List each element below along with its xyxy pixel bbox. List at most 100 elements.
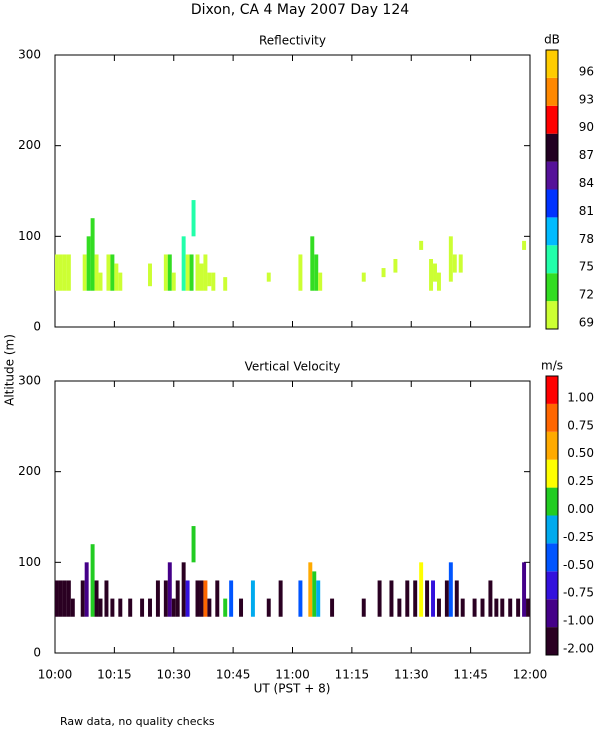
echo-cell bbox=[70, 598, 75, 617]
echo-cell bbox=[90, 218, 95, 291]
echo-cell bbox=[195, 580, 200, 617]
echo-cell bbox=[84, 562, 89, 617]
echo-cell bbox=[203, 254, 208, 291]
colorbar-box bbox=[546, 571, 558, 600]
echo-cell bbox=[90, 544, 95, 617]
echo-cell bbox=[185, 254, 190, 291]
colorbar-box bbox=[546, 133, 558, 162]
colorbar-box bbox=[546, 217, 558, 246]
colorbar-label: dB bbox=[544, 33, 560, 47]
echo-cell bbox=[460, 598, 465, 617]
x-tick-label: 10:15 bbox=[97, 668, 132, 682]
colorbar-tick-label: 0.50 bbox=[567, 446, 594, 460]
colorbar-frame bbox=[545, 375, 559, 656]
colorbar-box bbox=[546, 301, 558, 329]
echo-cell bbox=[361, 598, 366, 617]
echo-cell bbox=[436, 272, 441, 291]
colorbar-box bbox=[546, 543, 558, 572]
echo-cell bbox=[444, 580, 449, 617]
colorbar-label: m/s bbox=[541, 359, 563, 373]
y-tick-label: 300 bbox=[18, 48, 41, 62]
colorbar-tick-label: 1.00 bbox=[567, 390, 594, 404]
echo-cell bbox=[207, 272, 212, 287]
colorbar-frame bbox=[545, 49, 559, 330]
echo-cell bbox=[55, 580, 59, 617]
echo-cell bbox=[454, 580, 459, 617]
echo-cell bbox=[203, 580, 208, 617]
echo-cell bbox=[429, 259, 434, 291]
echo-cell bbox=[266, 598, 271, 617]
colorbar-tick-label: 72 bbox=[579, 288, 594, 302]
echo-cell bbox=[191, 526, 196, 563]
y-tick-label: 100 bbox=[18, 555, 41, 569]
plot-frame bbox=[54, 54, 531, 328]
y-tick-label: 0 bbox=[33, 646, 41, 660]
colorbar-tick-label: 90 bbox=[579, 120, 594, 134]
echo-cell bbox=[516, 598, 521, 617]
echo-cell bbox=[433, 263, 437, 282]
echo-cell bbox=[405, 580, 410, 617]
colorbar-box bbox=[546, 189, 558, 218]
colorbar-box bbox=[546, 273, 558, 302]
colorbar-tick-label: -0.25 bbox=[563, 530, 594, 544]
echo-cell bbox=[181, 562, 186, 617]
x-tick-label: 12:00 bbox=[513, 668, 548, 682]
echo-cell bbox=[239, 598, 244, 617]
echo-cell bbox=[86, 236, 91, 291]
echo-cell bbox=[397, 598, 402, 617]
echo-cell bbox=[175, 580, 180, 617]
colorbar-tick-label: -1.00 bbox=[563, 614, 594, 628]
echo-cell bbox=[181, 236, 186, 291]
echo-cell bbox=[189, 254, 194, 291]
colorbar-tick-label: 78 bbox=[579, 232, 594, 246]
echo-cell bbox=[508, 598, 513, 617]
echo-cell bbox=[191, 200, 196, 237]
echo-cell bbox=[114, 263, 119, 291]
colorbar-tick-label: -0.75 bbox=[563, 586, 594, 600]
echo-cell bbox=[522, 562, 527, 617]
echo-cell bbox=[140, 598, 145, 617]
echo-cell bbox=[195, 254, 200, 291]
echo-cell bbox=[62, 254, 67, 291]
colorbar-tick-label: 87 bbox=[579, 148, 594, 162]
echo-cell bbox=[419, 240, 424, 250]
colorbar-box bbox=[546, 245, 558, 274]
echo-cell bbox=[66, 580, 71, 617]
echo-cell bbox=[229, 580, 234, 617]
echo-cell bbox=[148, 263, 152, 287]
echo-cell bbox=[361, 272, 366, 282]
echo-cell bbox=[185, 580, 190, 617]
echo-cell bbox=[98, 598, 103, 617]
echo-cell bbox=[58, 580, 63, 617]
echo-cell bbox=[419, 562, 424, 617]
echo-cell bbox=[413, 580, 418, 617]
x-axis-label: UT (PST + 8) bbox=[254, 682, 331, 696]
echo-cell bbox=[167, 562, 172, 617]
echo-cell bbox=[458, 254, 463, 273]
x-tick-label: 11:45 bbox=[453, 668, 488, 682]
echo-cell bbox=[312, 571, 317, 617]
y-tick-label: 200 bbox=[18, 464, 41, 478]
echo-cell bbox=[448, 562, 453, 617]
colorbar-tick-label: 0.75 bbox=[567, 418, 594, 432]
y-axis-label: Altitude (m) bbox=[3, 334, 17, 406]
echo-cell bbox=[106, 254, 111, 291]
echo-cell bbox=[66, 254, 71, 291]
y-tick-label: 300 bbox=[18, 374, 41, 388]
colorbar-box bbox=[546, 50, 558, 78]
echo-cell bbox=[308, 562, 313, 617]
echo-cell bbox=[110, 254, 115, 291]
echo-cell bbox=[381, 268, 386, 278]
colorbar-box bbox=[546, 105, 558, 134]
echo-cell bbox=[98, 272, 103, 291]
echo-cell bbox=[500, 598, 505, 617]
echo-cell bbox=[425, 580, 430, 617]
note: Raw data, no quality checks bbox=[60, 715, 215, 728]
colorbar-box bbox=[546, 627, 558, 655]
x-tick-label: 11:00 bbox=[275, 668, 310, 682]
echo-cell bbox=[62, 580, 67, 617]
echo-cell bbox=[207, 598, 212, 617]
colorbar-tick-label: -2.00 bbox=[563, 642, 594, 656]
colorbar-box bbox=[546, 515, 558, 544]
